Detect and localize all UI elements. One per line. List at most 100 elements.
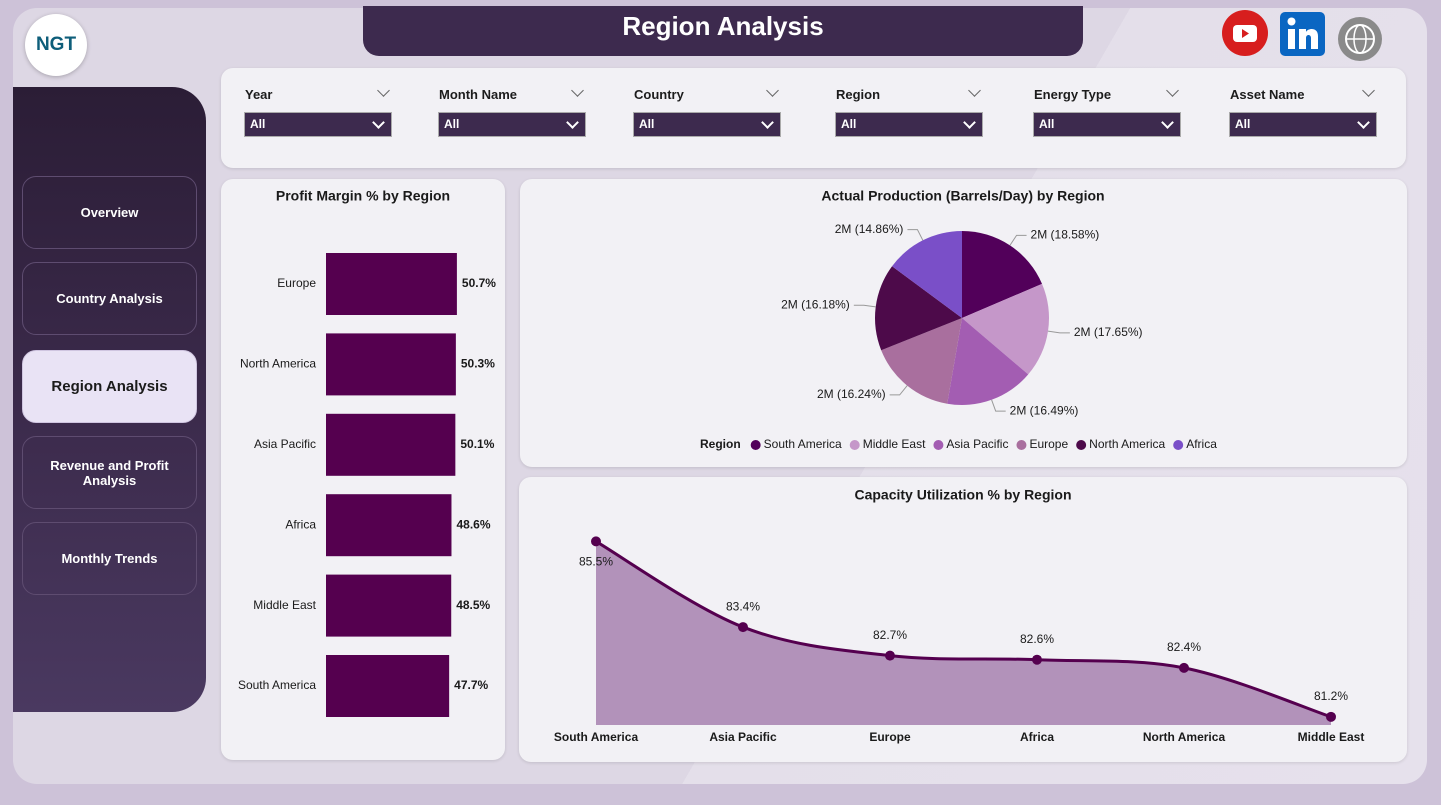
filter-dropdown[interactable]: All (633, 112, 781, 137)
linkedin-icon[interactable] (1280, 12, 1325, 56)
dropdown-arrow (1161, 116, 1174, 129)
chart-panel: Profit Margin % by Region Europe 50.7% Nort… (221, 179, 505, 760)
nav-button[interactable]: Overview (22, 176, 197, 249)
bar (326, 253, 457, 315)
page-title: Region Analysis (363, 6, 1083, 56)
filter-label: Asset Name (1230, 87, 1305, 102)
filter-dropdown[interactable]: All (1033, 112, 1181, 137)
dropdown-arrow (963, 116, 976, 129)
category-label: South America (238, 678, 316, 692)
chart-title: Capacity Utilization % by Region (854, 487, 1071, 503)
legend-swatch (849, 440, 860, 450)
chart-title: Profit Margin % by Region (276, 188, 450, 204)
legend-swatch (1076, 440, 1087, 450)
x-tick-label: Africa (1020, 730, 1054, 744)
point (591, 536, 601, 547)
data-label: 82.4% (1167, 640, 1201, 654)
data-label: 81.2% (1314, 689, 1348, 703)
filter-dropdown[interactable]: All (1229, 112, 1377, 137)
point (1032, 654, 1042, 665)
nav-button[interactable]: Country Analysis (22, 262, 197, 335)
chart-title: Actual Production (Barrels/Day) by Regio… (821, 188, 1104, 204)
data-label: 48.5% (456, 598, 490, 612)
category-label: North America (240, 357, 316, 371)
dropdown-arrow (761, 116, 774, 129)
data-label: 50.7% (462, 276, 496, 290)
dropdown-arrow (566, 116, 579, 129)
data-label: 2M (16.24%) (817, 387, 886, 401)
nav-button[interactable]: Region Analysis (22, 350, 197, 423)
dropdown-arrow (372, 116, 385, 129)
chart-panel: Capacity Utilization % by Region 85.5% Sou… (519, 477, 1407, 762)
area-fill (596, 541, 1331, 725)
bar (326, 655, 450, 717)
point (885, 650, 895, 661)
nav-button[interactable]: Revenue and Profit Analysis (22, 436, 197, 509)
x-tick-label: South America (554, 730, 639, 744)
x-tick-label: Middle East (1298, 730, 1365, 744)
pie-slice (881, 318, 962, 404)
filter-label: Energy Type (1034, 87, 1112, 102)
pie-slice (947, 318, 1029, 405)
category-label: Africa (285, 517, 316, 531)
data-label: 2M (16.49%) (1010, 403, 1079, 417)
pie-slice (875, 266, 962, 351)
leader-line (907, 229, 924, 241)
legend-label: North America (1089, 437, 1165, 451)
data-label: 85.5% (579, 555, 613, 569)
pie-slice (962, 283, 1049, 375)
bar (326, 494, 452, 557)
filter-label: Country (634, 87, 684, 102)
x-tick-label: Europe (869, 730, 911, 744)
legend-label: Europe (1029, 437, 1068, 451)
nav-button[interactable]: Monthly Trends (22, 522, 197, 595)
data-label: 82.7% (873, 628, 907, 642)
category-label: Asia Pacific (254, 437, 316, 451)
data-label: 47.7% (454, 678, 488, 692)
legend-label: South America (764, 437, 842, 451)
leader-line (991, 399, 1006, 412)
dropdown-arrow (1357, 116, 1370, 129)
data-label: 48.6% (456, 517, 490, 531)
legend-label: Middle East (863, 437, 926, 451)
point (738, 622, 748, 633)
point (1326, 711, 1336, 722)
leader-line (1009, 234, 1027, 246)
legend-label: Africa (1186, 437, 1217, 451)
website-icon[interactable] (1338, 17, 1382, 61)
data-label: 50.3% (461, 357, 495, 371)
data-label: 82.6% (1020, 632, 1054, 646)
youtube-icon[interactable] (1222, 10, 1268, 56)
logo[interactable]: NGT (25, 14, 87, 76)
data-label: 2M (18.58%) (1031, 228, 1100, 242)
filter-dropdown[interactable]: All (438, 112, 586, 137)
legend-label: Asia Pacific (946, 437, 1008, 451)
filter-dropdown[interactable]: All (835, 112, 983, 137)
legend-swatch (1173, 440, 1184, 450)
data-label: 83.4% (726, 599, 760, 613)
bar (326, 413, 456, 476)
data-label: 2M (14.86%) (835, 222, 904, 236)
point (1179, 662, 1189, 673)
leader-line (889, 385, 908, 396)
legend-title: Region (700, 437, 741, 451)
filter-dropdown[interactable]: All (244, 112, 392, 137)
category-label: Europe (277, 276, 316, 290)
data-label: 2M (16.18%) (781, 297, 850, 311)
data-label: 50.1% (460, 437, 494, 451)
leader-line (1047, 330, 1070, 334)
legend-swatch (933, 440, 944, 450)
filter-label: Region (836, 87, 881, 102)
pie-chart: Actual Production (Barrels/Day) by Regio… (700, 188, 1217, 451)
bar-chart: Profit Margin % by Region Europe 50.7% Nort… (238, 188, 496, 717)
bar (326, 574, 452, 637)
category-label: Middle East (253, 598, 316, 612)
area-chart: Capacity Utilization % by Region 85.5% Sou… (554, 487, 1365, 744)
pie-slice (892, 231, 962, 318)
legend-swatch (1016, 440, 1027, 450)
filter-panel (221, 68, 1406, 168)
social-icons (1222, 10, 1382, 61)
chart-panel: Actual Production (Barrels/Day) by Regio… (520, 179, 1407, 467)
data-label: 2M (17.65%) (1074, 325, 1143, 339)
